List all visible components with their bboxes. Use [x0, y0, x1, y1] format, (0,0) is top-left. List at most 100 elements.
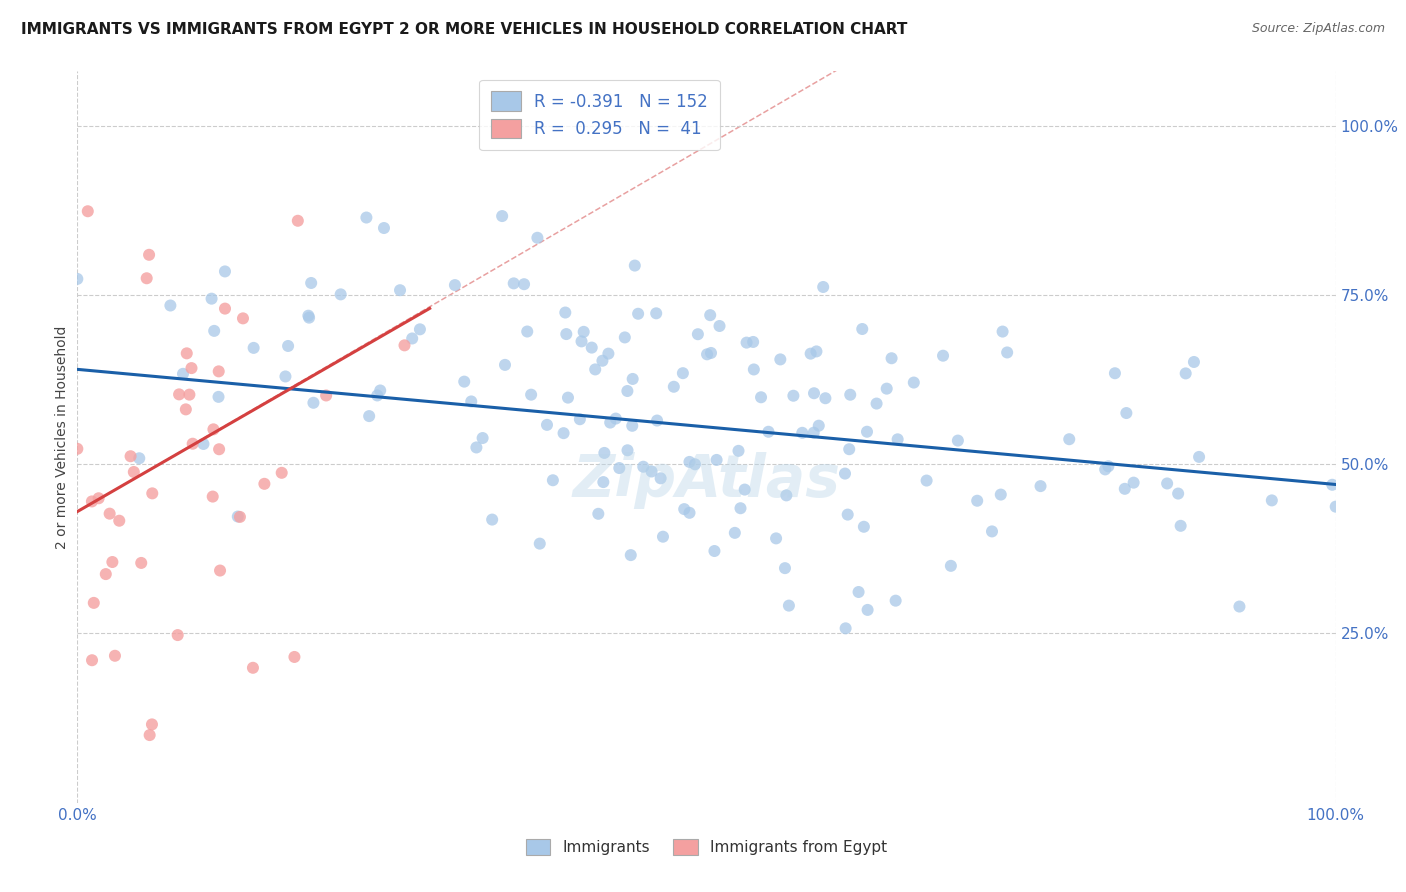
Point — [837, 508, 859, 522]
Point — [792, 425, 814, 440]
Point — [673, 502, 696, 516]
Point — [174, 402, 197, 417]
Point — [76, 204, 98, 219]
Point — [389, 283, 412, 297]
Point — [209, 564, 232, 578]
Point — [758, 425, 780, 439]
Point — [699, 308, 721, 322]
Point — [176, 346, 198, 360]
Point — [214, 301, 236, 316]
Point — [202, 324, 225, 338]
Point — [141, 717, 163, 731]
Point — [1094, 462, 1116, 476]
Point — [201, 490, 224, 504]
Point — [672, 366, 695, 380]
Point — [588, 507, 610, 521]
Point — [283, 649, 305, 664]
Point — [394, 338, 416, 352]
Point — [553, 426, 575, 441]
Point — [356, 211, 378, 225]
Point — [616, 443, 638, 458]
Point — [807, 418, 830, 433]
Point — [1174, 367, 1197, 381]
Point — [1057, 432, 1080, 446]
Point — [1188, 450, 1211, 464]
Point — [814, 391, 837, 405]
Point — [242, 341, 264, 355]
Point — [120, 449, 142, 463]
Point — [884, 593, 907, 607]
Point — [995, 345, 1018, 359]
Point — [181, 436, 204, 450]
Point — [645, 413, 668, 427]
Point — [179, 387, 201, 401]
Point — [678, 455, 700, 469]
Point — [730, 501, 752, 516]
Point — [856, 603, 879, 617]
Point — [253, 476, 276, 491]
Point — [703, 544, 725, 558]
Point — [991, 325, 1014, 339]
Point — [401, 331, 423, 345]
Point — [1170, 518, 1192, 533]
Point — [621, 372, 644, 386]
Point — [640, 465, 662, 479]
Point — [782, 389, 804, 403]
Point — [613, 330, 636, 344]
Point — [141, 486, 163, 500]
Point — [520, 387, 543, 401]
Point — [554, 305, 576, 319]
Point — [80, 494, 103, 508]
Y-axis label: 2 or more Vehicles in Household: 2 or more Vehicles in Household — [55, 326, 69, 549]
Point — [1261, 493, 1284, 508]
Point — [583, 362, 606, 376]
Point — [633, 459, 655, 474]
Point — [1114, 482, 1136, 496]
Text: ZipAtlas: ZipAtlas — [572, 452, 841, 509]
Point — [775, 488, 797, 502]
Point — [645, 306, 668, 320]
Point — [1229, 599, 1251, 614]
Point — [135, 271, 157, 285]
Point — [848, 585, 870, 599]
Point — [769, 352, 792, 367]
Point — [373, 221, 395, 235]
Point — [865, 396, 887, 410]
Point — [491, 209, 513, 223]
Point — [242, 661, 264, 675]
Point — [834, 621, 856, 635]
Point — [599, 416, 621, 430]
Point — [270, 466, 292, 480]
Point — [765, 532, 787, 546]
Point — [981, 524, 1004, 539]
Point — [471, 431, 494, 445]
Point — [208, 442, 231, 457]
Text: IMMIGRANTS VS IMMIGRANTS FROM EGYPT 2 OR MORE VEHICLES IN HOUSEHOLD CORRELATION : IMMIGRANTS VS IMMIGRANTS FROM EGYPT 2 OR… — [21, 22, 907, 37]
Point — [128, 451, 150, 466]
Point — [167, 387, 190, 401]
Point — [735, 335, 758, 350]
Point — [516, 325, 538, 339]
Point — [966, 493, 988, 508]
Text: Source: ZipAtlas.com: Source: ZipAtlas.com — [1251, 22, 1385, 36]
Point — [627, 307, 650, 321]
Point — [568, 412, 591, 426]
Point — [778, 599, 800, 613]
Point — [329, 287, 352, 301]
Point — [1097, 459, 1119, 474]
Point — [481, 512, 503, 526]
Point — [66, 442, 89, 456]
Point — [1167, 486, 1189, 500]
Point — [101, 555, 124, 569]
Point — [880, 351, 903, 366]
Point — [839, 388, 862, 402]
Point — [856, 425, 879, 439]
Point — [650, 471, 672, 485]
Point — [686, 327, 709, 342]
Point — [1182, 355, 1205, 369]
Point — [138, 248, 160, 262]
Point — [616, 384, 638, 398]
Point — [851, 322, 873, 336]
Point — [683, 458, 706, 472]
Point — [207, 390, 229, 404]
